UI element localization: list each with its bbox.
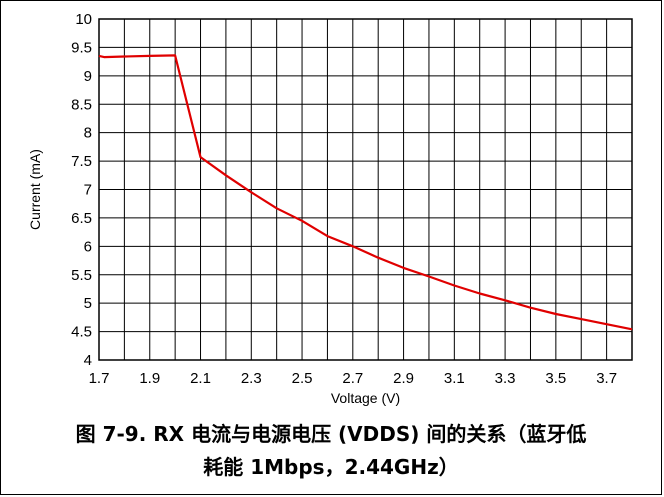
- x-tick-label: 2.7: [342, 370, 363, 387]
- y-tick-label: 6.5: [71, 210, 92, 227]
- x-axis-label: Voltage (V): [331, 390, 400, 406]
- plot-border: [98, 18, 633, 361]
- x-tick-label: 1.9: [139, 370, 160, 387]
- y-tick-label: 5: [84, 295, 92, 312]
- x-tick-label: 1.7: [89, 370, 110, 387]
- x-tick-label: 3.1: [444, 370, 465, 387]
- y-tick-label: 9.5: [71, 39, 92, 56]
- y-tick-label: 10: [75, 11, 92, 28]
- y-tick-label: 4.5: [71, 324, 92, 341]
- y-tick-labels: 4 4.5 5 5.5 6 6.5 7 7.5 8 8.5 9 9.5 10: [71, 11, 92, 369]
- caption-line-1: 图 7-9. RX 电流与电源电压 (VDDS) 间的关系（蓝牙低: [75, 422, 587, 446]
- x-tick-label: 2.1: [190, 370, 211, 387]
- chart-grid: [98, 18, 633, 361]
- caption-line-2: 耗能 1Mbps，2.44GHz）: [203, 455, 459, 479]
- y-tick-label: 9: [84, 68, 92, 85]
- y-tick-label: 8: [84, 125, 92, 142]
- y-tick-label: 5.5: [71, 267, 92, 284]
- y-tick-label: 7.5: [71, 153, 92, 170]
- x-tick-label: 3.5: [545, 370, 566, 387]
- y-tick-label: 4: [84, 352, 92, 369]
- current-line: [98, 54, 633, 331]
- y-axis-label: Current (mA): [27, 149, 43, 230]
- y-tick-label: 7: [84, 182, 92, 199]
- y-tick-label: 8.5: [71, 96, 92, 113]
- chart-series: [98, 54, 633, 331]
- x-tick-label: 2.5: [292, 370, 313, 387]
- x-tick-label: 3.7: [596, 370, 617, 387]
- x-tick-labels: 1.7 1.9 2.1 2.3 2.5 2.7 2.9 3.1 3.3 3.5 3.7: [89, 370, 617, 387]
- y-tick-label: 6: [84, 238, 92, 255]
- x-tick-label: 2.9: [393, 370, 414, 387]
- current-vs-voltage-chart: 1.7 1.9 2.1 2.3 2.5 2.7 2.9 3.1 3.3 3.5 3.7 4 4.5 5 5…: [27, 11, 633, 406]
- figure-caption: 图 7-9. RX 电流与电源电压 (VDDS) 间的关系（蓝牙低 耗能 1Mb…: [0, 418, 662, 484]
- x-tick-label: 3.3: [495, 370, 516, 387]
- x-tick-label: 2.3: [241, 370, 262, 387]
